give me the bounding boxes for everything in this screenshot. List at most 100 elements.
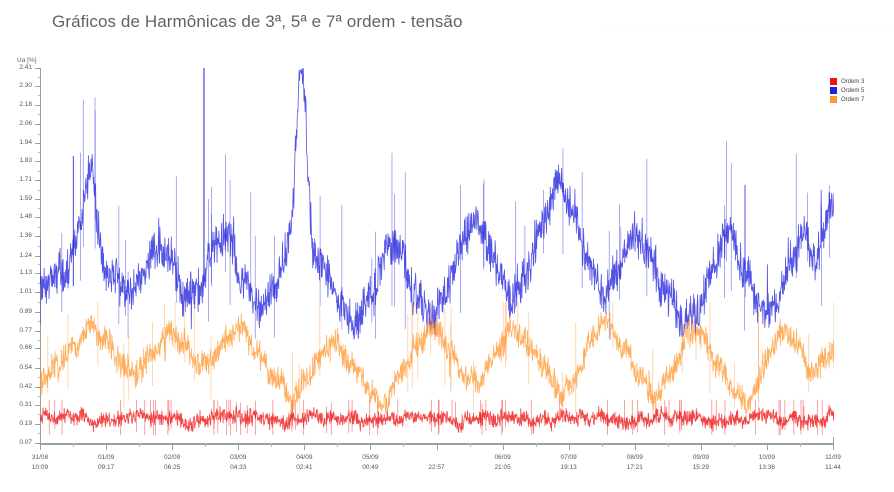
- y-axis-label: 2.30: [19, 81, 32, 89]
- x-axis-label: 22:57: [428, 464, 445, 471]
- y-axis-tick: [35, 292, 41, 294]
- y-axis-tick: [35, 180, 41, 182]
- y-axis-label: 1.71: [19, 176, 32, 184]
- y-axis-label: 0.54: [19, 363, 32, 371]
- y-axis-tick: [35, 255, 41, 257]
- y-axis-label: 2.41: [19, 64, 32, 71]
- x-axis-minor-tick: [601, 443, 603, 447]
- x-axis-tick: [436, 443, 438, 450]
- x-axis-minor-tick: [139, 443, 141, 447]
- y-axis-label: 1.83: [19, 156, 32, 164]
- legend-item[interactable]: Ordem 7: [830, 96, 864, 103]
- y-axis-tick: [35, 160, 41, 162]
- y-axis-minor-tick: [38, 339, 41, 341]
- y-axis-minor-tick: [38, 245, 41, 247]
- x-axis-tick: [833, 443, 834, 450]
- y-axis-label: 0.77: [19, 326, 32, 334]
- legend-swatch-icon: [830, 96, 837, 103]
- y-axis-tick: [35, 104, 41, 106]
- x-axis-label: 09/09 15:29: [692, 454, 709, 471]
- x-axis-label: 11/09 11:44: [825, 454, 841, 471]
- y-axis-label: 1.94: [19, 139, 32, 147]
- legend-label: Ordem 5: [841, 87, 865, 94]
- series-ordem-3: [40, 399, 834, 435]
- y-axis-minor-tick: [38, 133, 41, 135]
- x-axis-tick: [700, 443, 702, 450]
- x-axis-label: 08/09 17:21: [626, 454, 643, 471]
- y-axis-label: 1.01: [19, 288, 32, 296]
- series-ordem-5: [40, 68, 834, 340]
- x-axis-label: 05/09 00:49: [362, 454, 379, 471]
- y-axis-tick: [35, 348, 41, 350]
- y-axis-minor-tick: [38, 226, 41, 228]
- y-axis-label: 2.18: [19, 100, 32, 108]
- x-axis-label: 04/09 02:41: [296, 454, 313, 471]
- page-title: Gráficos de Harmônicas de 3ª, 5ª e 7ª or…: [52, 12, 463, 31]
- x-axis-minor-tick: [73, 443, 75, 447]
- legend-label: Ordem 7: [841, 96, 865, 103]
- series-ordem-7: [40, 301, 834, 415]
- y-axis-label: 1.48: [19, 213, 32, 221]
- y-axis-label: 0.66: [19, 344, 32, 352]
- x-axis-minor-tick: [205, 443, 207, 447]
- y-axis-minor-tick: [38, 301, 41, 303]
- x-axis-label: 10/09 13:36: [758, 454, 776, 471]
- y-axis: 0.07 0.19 0.31 0.42 0.54 0.66 0.77 0.89 1.01 1.13…: [0, 55, 41, 455]
- y-axis-tick: [35, 199, 41, 201]
- x-axis-tick: [304, 443, 306, 450]
- y-axis-minor-tick: [38, 189, 41, 191]
- x-axis-label: 01/09 09:17: [97, 454, 115, 471]
- y-axis-tick: [35, 124, 41, 126]
- y-axis-minor-tick: [38, 282, 41, 284]
- y-axis-minor-tick: [38, 395, 41, 397]
- y-axis-tick: [35, 330, 41, 332]
- legend-item[interactable]: Ordem 3: [830, 78, 864, 85]
- x-axis-minor-tick: [733, 443, 735, 447]
- x-axis-tick: [238, 443, 240, 450]
- x-axis-tick: [634, 443, 636, 450]
- y-axis-tick: [35, 68, 41, 69]
- x-axis-tick: [568, 443, 570, 450]
- series-trace: [40, 404, 834, 434]
- y-axis-tick: [35, 423, 41, 425]
- y-axis-label: 2.06: [19, 120, 32, 128]
- y-axis-label: 1.36: [19, 232, 32, 240]
- series-canvas: [40, 68, 834, 443]
- x-axis-tick: [40, 443, 41, 450]
- y-axis-label: 0.31: [19, 400, 32, 408]
- x-axis-end-cap: [833, 437, 834, 444]
- y-axis-label: 1.59: [19, 195, 32, 203]
- header-divider: [600, 25, 894, 26]
- legend-label: Ordem 3: [841, 78, 865, 85]
- y-axis-label: 0.07: [19, 439, 32, 446]
- y-axis-tick: [35, 443, 41, 444]
- y-axis-minor-tick: [38, 76, 41, 78]
- y-axis-tick: [35, 85, 41, 87]
- x-axis-tick: [172, 443, 174, 450]
- x-axis-minor-tick: [337, 443, 339, 447]
- x-axis-minor-tick: [469, 443, 471, 447]
- y-axis-tick: [35, 217, 41, 219]
- y-axis-minor-tick: [38, 114, 41, 116]
- x-axis-label: 02/09 06:25: [164, 454, 181, 471]
- x-axis-tick: [502, 443, 504, 450]
- series-trace: [40, 68, 834, 340]
- x-axis-minor-tick: [799, 443, 801, 447]
- y-axis-tick: [35, 367, 41, 369]
- plot-area: Ua [%] 0.07 0.19 0.31 0.42 0.54 0.66 0.77 0.89 1…: [0, 55, 894, 471]
- y-axis-minor-tick: [38, 95, 41, 97]
- x-axis-tick: [370, 443, 372, 450]
- x-axis-label: 07/09 19:13: [560, 454, 577, 471]
- y-axis-minor-tick: [38, 358, 41, 360]
- legend: Ordem 3 Ordem 5 Ordem 7: [830, 78, 864, 103]
- y-axis-label: 1.24: [19, 251, 32, 259]
- legend-swatch-icon: [830, 78, 837, 85]
- y-axis-minor-tick: [38, 377, 41, 379]
- x-axis-label: 31/08 10:09: [31, 454, 49, 471]
- x-axis-label: 06/09 21:05: [494, 454, 511, 471]
- legend-item[interactable]: Ordem 5: [830, 87, 864, 94]
- series-svg: [40, 68, 834, 435]
- series-trace: [40, 312, 834, 415]
- y-axis-minor-tick: [38, 433, 41, 435]
